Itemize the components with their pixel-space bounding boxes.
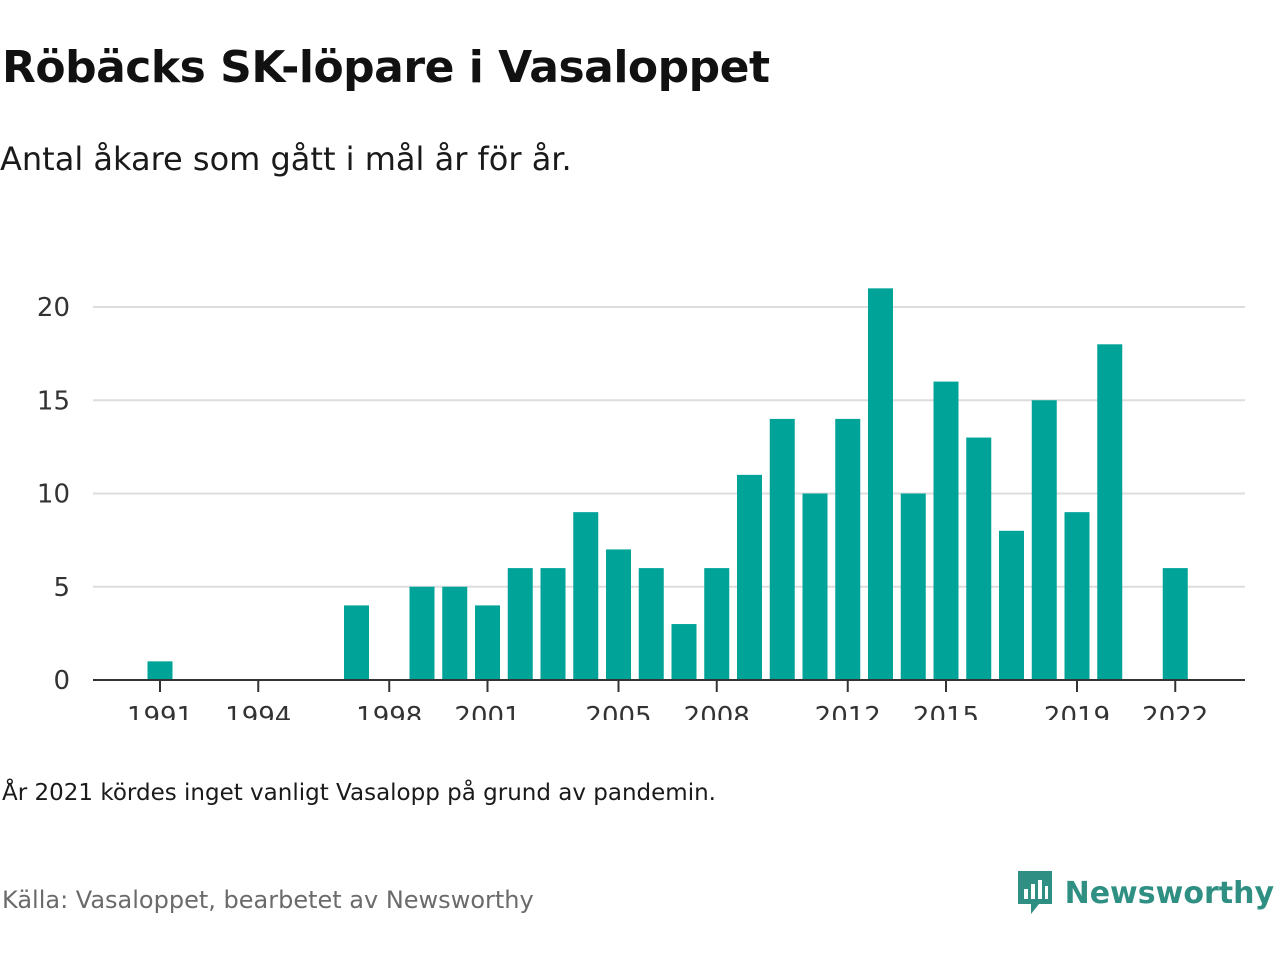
bar <box>1031 400 1057 680</box>
bar <box>835 418 861 680</box>
bar <box>1162 568 1188 680</box>
y-tick-label: 5 <box>53 573 70 603</box>
bar <box>900 493 926 680</box>
x-tick-label: 2022 <box>1142 702 1208 720</box>
y-tick-label: 15 <box>37 386 70 416</box>
bar <box>999 530 1024 680</box>
bar <box>409 586 435 680</box>
bar <box>606 549 631 680</box>
x-tick-label: 2001 <box>454 702 520 720</box>
bar <box>1097 344 1123 680</box>
bar-chart: 0 5 10 15 20 1991 1994 1998 2001 2005 2008 2012 201… <box>37 288 1245 720</box>
x-tick-label: 2019 <box>1044 702 1110 720</box>
y-tick-label: 20 <box>37 293 70 323</box>
bar <box>868 288 893 680</box>
chart-title: Röbäcks SK-löpare i Vasaloppet <box>2 42 770 93</box>
x-tick-label: 2015 <box>913 702 979 720</box>
y-tick-label: 10 <box>37 480 70 510</box>
bar <box>475 605 500 680</box>
bar <box>1064 512 1090 680</box>
chart-footnote: År 2021 kördes inget vanligt Vasalopp på… <box>2 780 716 806</box>
brand-name: Newsworthy <box>1064 875 1274 911</box>
bar <box>671 624 697 680</box>
bar <box>147 661 173 680</box>
bar <box>737 474 762 680</box>
x-tick-label: 2008 <box>684 702 750 720</box>
bar <box>769 418 795 680</box>
bar <box>507 568 533 680</box>
y-tick-label: 0 <box>53 666 70 696</box>
bar <box>704 568 730 680</box>
x-axis-ticks: 1991 1994 1998 2001 2005 2008 2012 2015 2019 2022 <box>127 680 1208 720</box>
x-tick-label: 2012 <box>815 702 881 720</box>
source-credit: Källa: Vasaloppet, bearbetet av Newswort… <box>2 886 534 914</box>
y-axis-ticks: 0 5 10 15 20 <box>37 293 70 696</box>
x-tick-label: 2005 <box>585 702 651 720</box>
bar <box>638 568 664 680</box>
x-tick-label: 1998 <box>356 702 422 720</box>
x-tick-label: 1994 <box>225 702 291 720</box>
bar <box>540 568 566 680</box>
bar <box>442 586 468 680</box>
chart-subtitle: Antal åkare som gått i mål år för år. <box>0 140 572 178</box>
bar <box>573 512 599 680</box>
bar <box>344 605 369 680</box>
newsworthy-logo-icon <box>1017 871 1052 914</box>
bars <box>147 288 1188 680</box>
bar <box>966 437 992 680</box>
x-tick-label: 1991 <box>127 702 193 720</box>
bar <box>802 493 828 680</box>
bar <box>933 381 959 680</box>
brand-logo[interactable]: Newsworthy <box>1015 868 1274 918</box>
